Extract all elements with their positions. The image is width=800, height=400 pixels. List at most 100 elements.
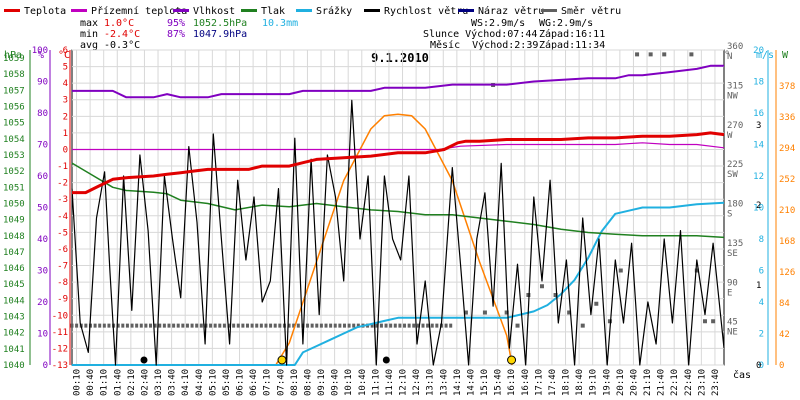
temp-tick: -13 <box>52 361 68 371</box>
dir-point <box>172 323 176 328</box>
sunrise-marker <box>277 355 287 365</box>
stat-max-press: 1052.5hPa <box>193 18 247 29</box>
dir-tick: 135 <box>727 239 743 249</box>
dir-point <box>515 323 520 328</box>
dir-tick: 225 <box>727 160 743 170</box>
time-tick: 13:40 <box>439 369 449 396</box>
dir-point <box>421 323 425 328</box>
time-tick: 08:10 <box>290 369 300 396</box>
dir-point <box>181 323 185 328</box>
dir-point <box>162 323 166 328</box>
dir-point <box>273 323 277 328</box>
temp-tick: -3 <box>57 195 68 205</box>
svg-text:Vlhkost: Vlhkost <box>193 6 235 17</box>
legend-item-rychlost-vetru: Rychlost větru <box>364 5 468 17</box>
dir-point <box>662 52 667 57</box>
temp-tick: -9 <box>57 295 68 305</box>
time-tick: 00:10 <box>73 369 83 396</box>
info-block: WS:2.9m/s WG:2.9m/s Slunce Východ:07:44 … <box>423 18 605 51</box>
right-axes: 360N315NW270W225SW180S135SE90E45NE201816… <box>727 42 795 371</box>
dir-tick: 90 <box>727 278 738 288</box>
solar-tick: 294 <box>779 144 795 154</box>
time-tick: 14:40 <box>466 369 476 396</box>
dir-point <box>426 323 430 328</box>
dir-point <box>352 323 356 328</box>
solar-tick: 84 <box>779 299 790 309</box>
dir-point <box>185 323 189 328</box>
dir-point <box>319 323 323 328</box>
stat-avg-label: avg <box>80 40 98 51</box>
dir-point <box>93 323 97 328</box>
hum-tick: 10 <box>37 330 48 340</box>
hum-tick: 100 <box>32 46 48 56</box>
legend-item-naraz-vetru: Náraz větru <box>458 5 544 17</box>
dir-point <box>504 310 509 315</box>
time-tick: 07:40 <box>276 369 286 396</box>
dir-point <box>222 323 226 328</box>
dir-point <box>416 323 420 328</box>
axis-unit-wind: m/s <box>756 50 774 61</box>
time-tick: 18:10 <box>562 369 572 396</box>
temp-tick: -10 <box>52 311 68 321</box>
dir-point <box>444 323 448 328</box>
dir-tick-label: W <box>727 131 733 141</box>
dir-point <box>84 323 88 328</box>
rain-tick: 0 <box>756 361 761 371</box>
svg-text:Rychlost větru: Rychlost větru <box>384 5 468 17</box>
series-temp <box>72 131 725 195</box>
stat-max-label: max <box>80 18 98 29</box>
temp-tick: 4 <box>63 79 68 89</box>
press-tick: 1044 <box>3 296 25 306</box>
press-tick: 1052 <box>3 167 25 177</box>
press-tick: 1046 <box>3 264 25 274</box>
chart-title: 9.1.2010 <box>371 51 429 65</box>
time-tick: 07:10 <box>263 369 273 396</box>
dir-point <box>356 323 360 328</box>
series-hum <box>72 64 724 99</box>
wind-tick: 12 <box>753 172 764 182</box>
dir-point <box>218 323 222 328</box>
press-tick: 1054 <box>3 135 25 145</box>
dir-point <box>306 323 310 328</box>
hum-tick: 60 <box>37 172 48 182</box>
time-tick: 10:40 <box>358 369 368 396</box>
hum-tick: 0 <box>43 361 48 371</box>
time-tick: 14:10 <box>453 369 463 396</box>
series-rain <box>72 201 725 366</box>
dir-point <box>135 323 139 328</box>
dir-tick: 270 <box>727 121 743 131</box>
press-tick: 1049 <box>3 216 25 226</box>
moonrise-marker <box>140 356 148 364</box>
time-tick: 19:10 <box>589 369 599 396</box>
dir-point <box>375 323 379 328</box>
temp-tick: -5 <box>57 228 68 238</box>
left-axes: 6543210-1-2-3-4-5-6-7-8-9-10-11-12-13105… <box>3 46 71 371</box>
temp-tick: 1 <box>63 129 68 139</box>
temp-tick: -6 <box>57 245 68 255</box>
axis-unit-hum: % <box>38 50 44 61</box>
time-tick: 04:40 <box>195 369 205 396</box>
markers-layer <box>140 355 517 365</box>
time-tick: 12:40 <box>412 369 422 396</box>
hum-tick: 50 <box>37 204 48 214</box>
press-tick: 1059 <box>3 54 25 64</box>
rain-tick: 1 <box>756 281 761 291</box>
dir-point <box>594 301 599 306</box>
wind-tick: 8 <box>759 235 764 245</box>
time-tick: 09:40 <box>331 369 341 396</box>
dir-point <box>227 323 231 328</box>
press-tick: 1042 <box>3 329 25 339</box>
dir-point <box>149 323 153 328</box>
time-tick: 02:40 <box>140 369 150 396</box>
svg-text:Srážky: Srážky <box>316 5 352 17</box>
dir-point <box>107 323 111 328</box>
info-moon-rise: Měsíc Východ:2:39 <box>430 39 538 51</box>
axis-unit-press: hPa <box>4 50 22 61</box>
dir-point <box>287 323 291 328</box>
time-tick: 21:10 <box>643 369 653 396</box>
hum-tick: 20 <box>37 298 48 308</box>
solar-tick: 378 <box>779 82 795 92</box>
axis-unit-rain: W <box>782 50 789 61</box>
legend-item-prizemni-teplota: Přízemní teplota <box>71 5 187 17</box>
